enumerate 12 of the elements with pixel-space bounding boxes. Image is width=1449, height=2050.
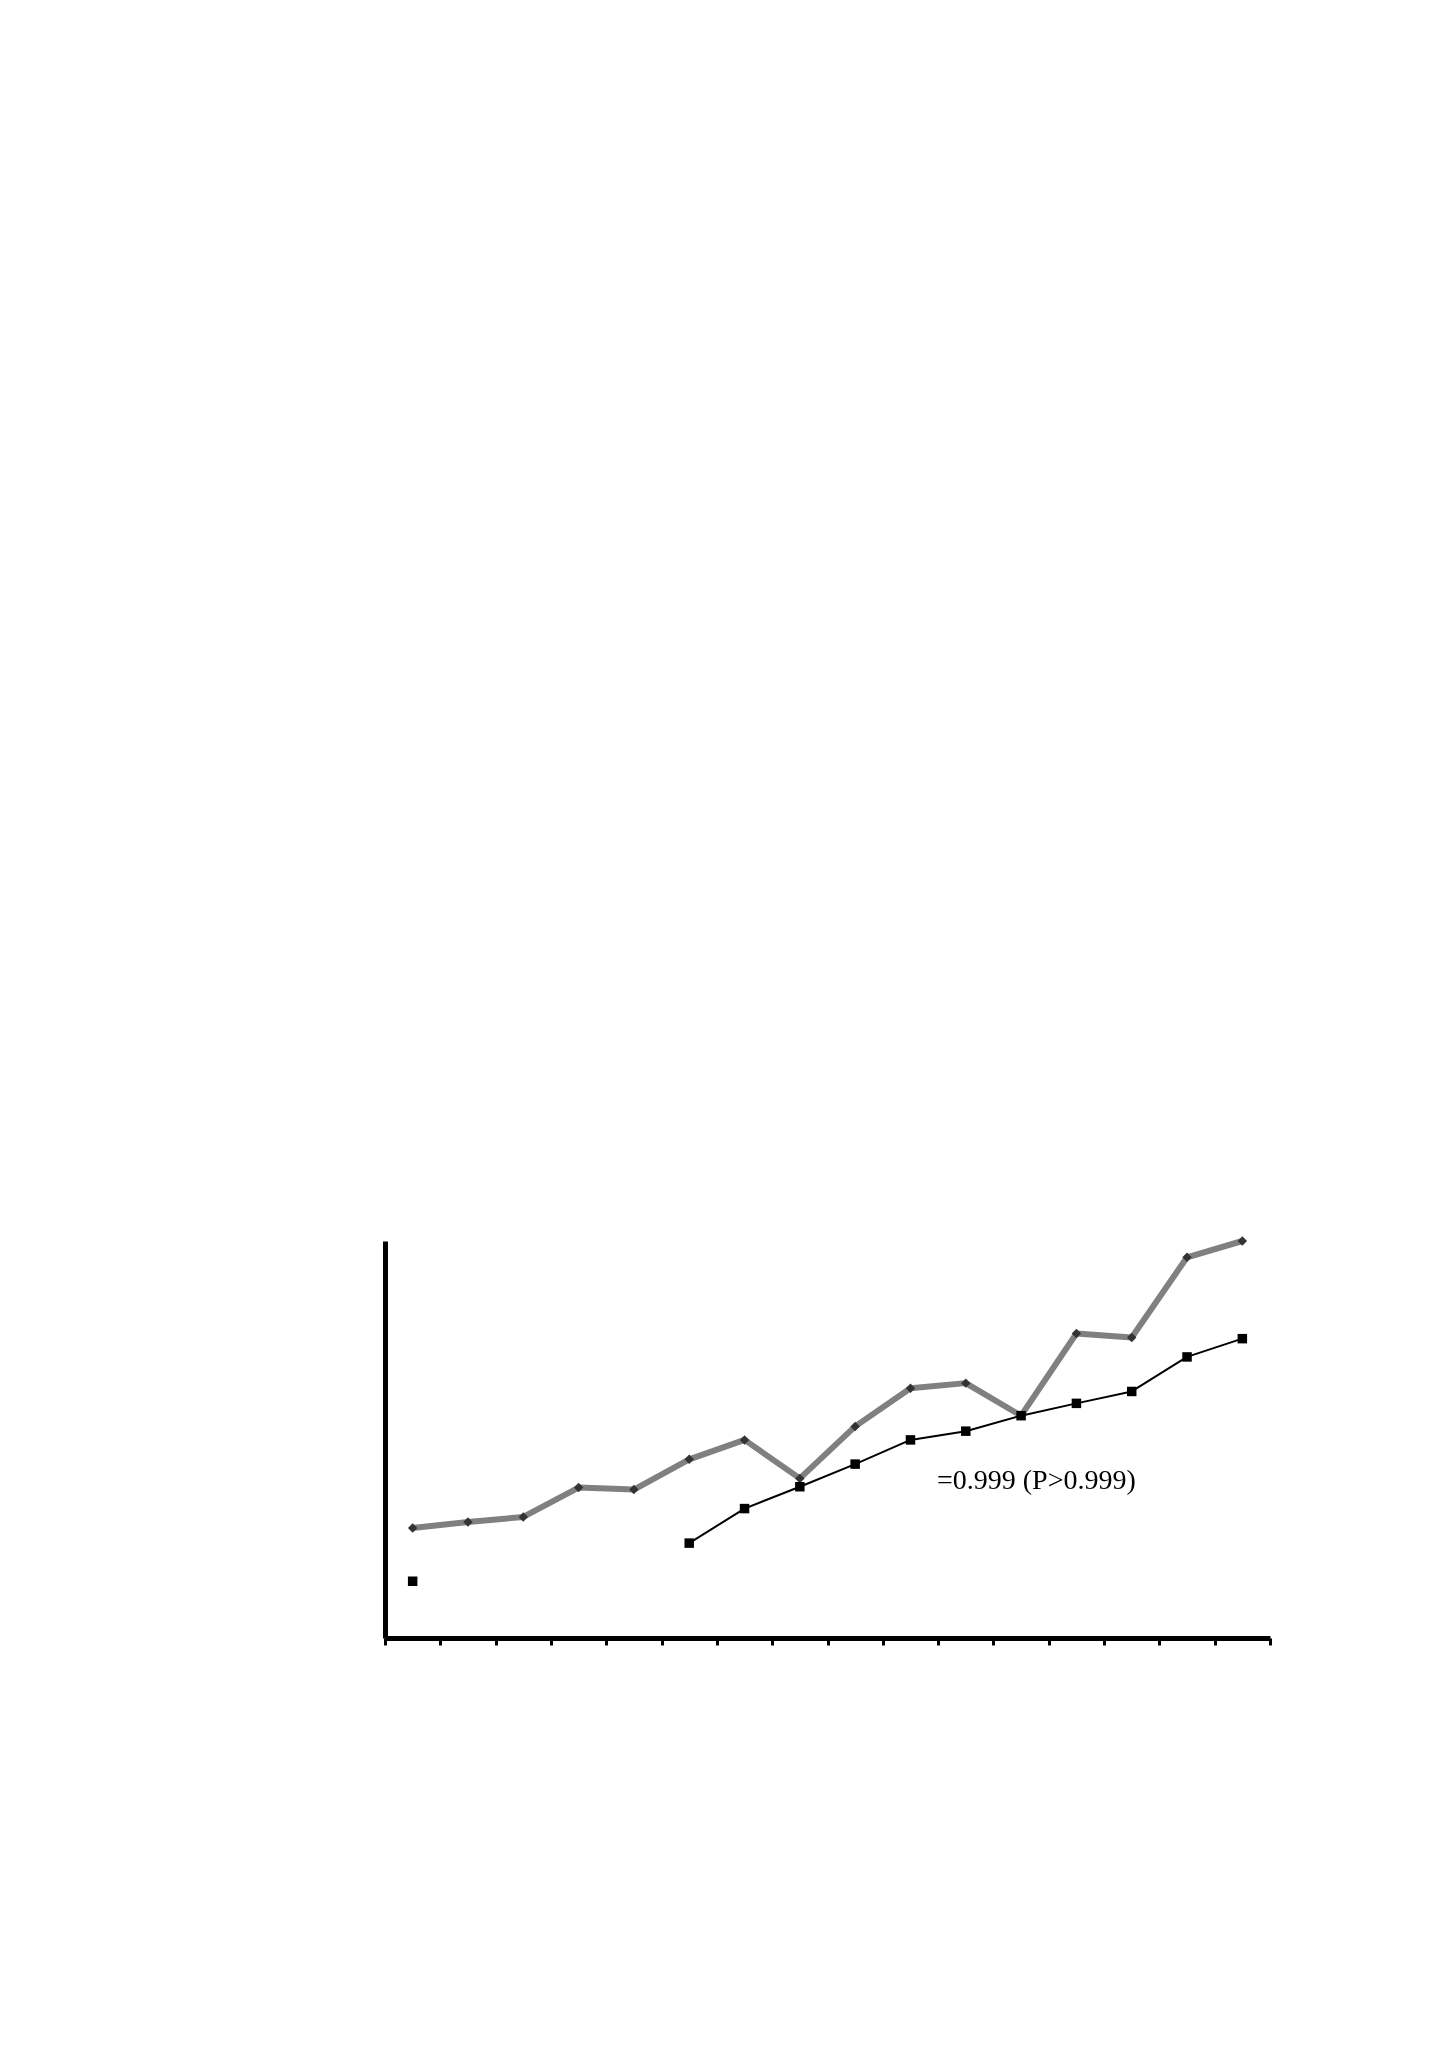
point [739,1503,750,1514]
point [795,1482,805,1492]
point [905,1435,916,1445]
point [1126,1386,1137,1397]
point [1182,1352,1192,1362]
point [1237,1333,1248,1344]
annotation: =0.999 (P>0.999) [937,1464,1136,1495]
point [1071,1398,1082,1409]
point [407,1576,418,1586]
point [850,1459,860,1469]
point [684,1538,694,1548]
point [961,1426,971,1436]
